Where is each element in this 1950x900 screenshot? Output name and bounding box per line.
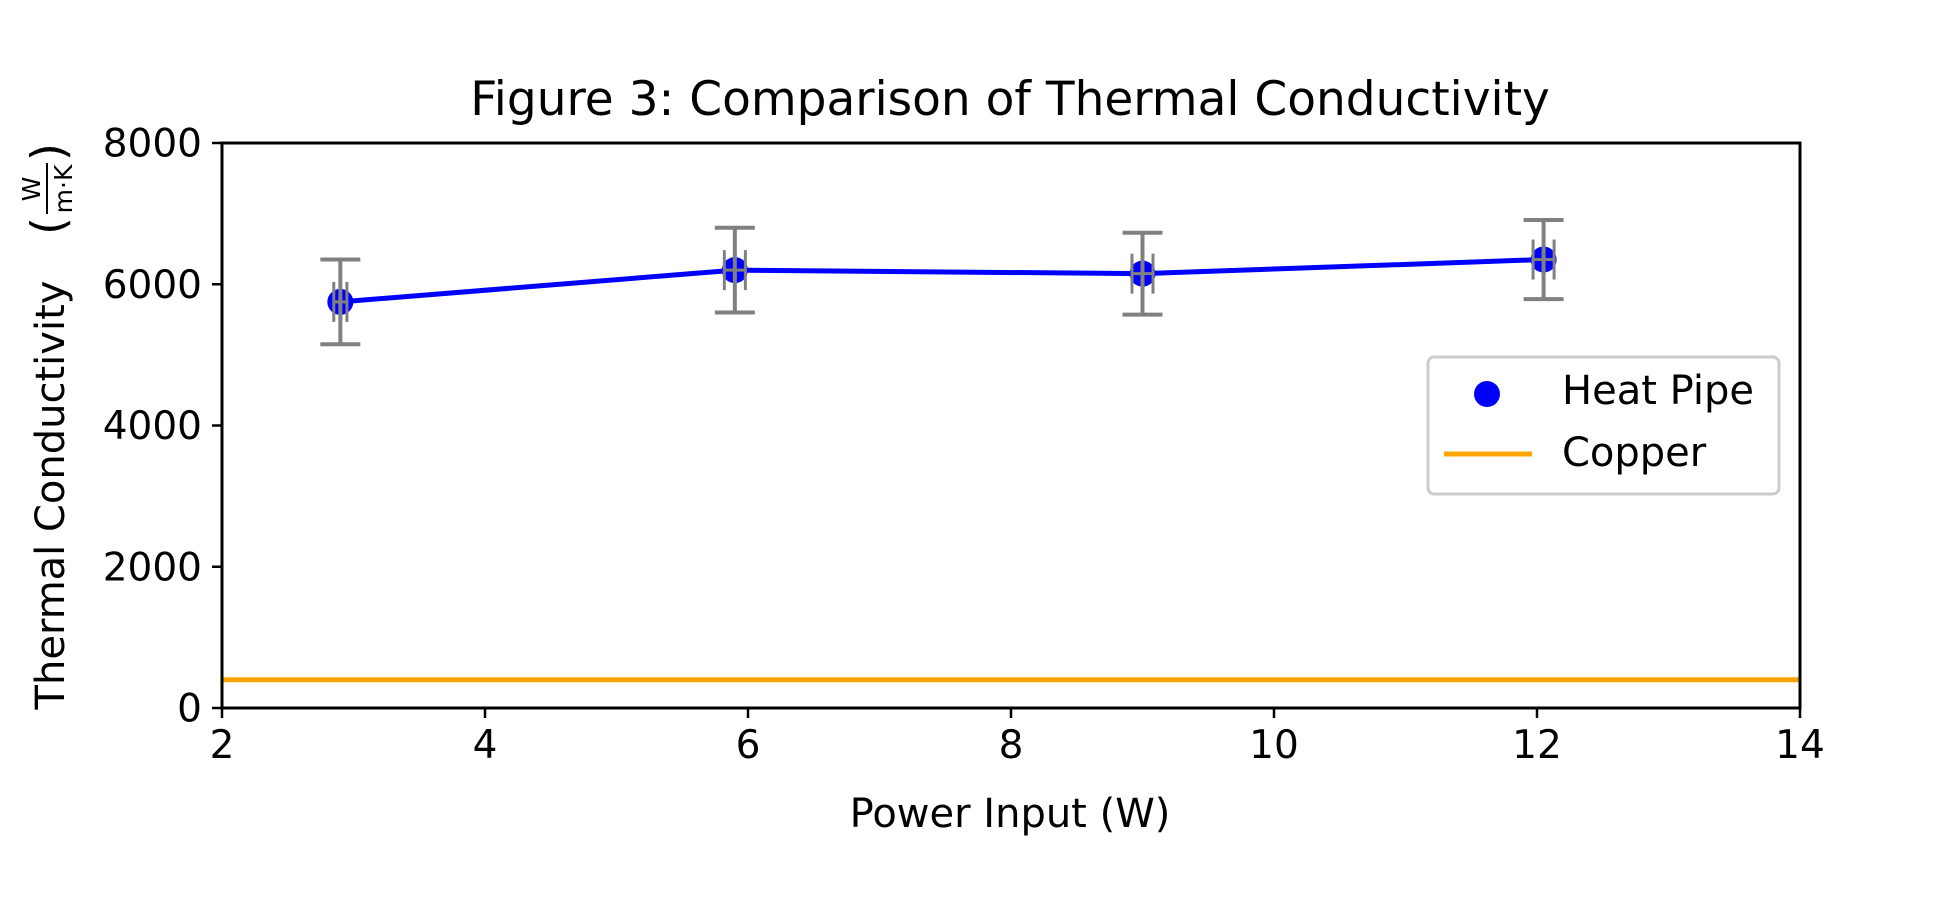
legend-copper-label: Copper — [1562, 430, 1707, 476]
legend-heat-pipe-marker — [1474, 381, 1500, 407]
y-axis: 0 2000 4000 6000 8000 — [103, 122, 222, 732]
y-tick-label: 2000 — [103, 545, 202, 590]
y-tick-label: 6000 — [103, 263, 202, 308]
x-tick-label: 8 — [999, 723, 1024, 768]
x-tick-label: 4 — [473, 723, 498, 768]
y-tick-label: 8000 — [103, 122, 202, 167]
chart-title: Figure 3: Comparison of Thermal Conducti… — [470, 72, 1550, 127]
plot-area — [222, 217, 1800, 683]
legend: Heat Pipe Copper — [1426, 355, 1781, 496]
y-tick-label: 0 — [177, 687, 202, 732]
y-axis-unit-denominator: m·K — [49, 164, 78, 213]
y-tick-label: 4000 — [103, 404, 202, 449]
x-tick-label: 2 — [210, 723, 235, 768]
x-tick-label: 10 — [1249, 723, 1299, 768]
y-axis-unit-open-paren: ( — [22, 217, 76, 235]
x-tick-label: 6 — [736, 723, 761, 768]
y-axis-unit-numerator: W — [17, 177, 46, 202]
x-axis: 2 4 6 8 10 12 14 — [210, 708, 1825, 768]
heat-pipe-line — [340, 257, 1544, 305]
legend-box — [1426, 355, 1781, 496]
y-axis-unit-close-paren: ) — [22, 143, 76, 161]
x-tick-label: 14 — [1775, 723, 1825, 768]
x-tick-label: 12 — [1512, 723, 1562, 768]
x-axis-label: Power Input (W) — [850, 791, 1171, 837]
legend-heat-pipe-label: Heat Pipe — [1562, 368, 1754, 414]
y-axis-label: Thermal Conductivity — [28, 281, 74, 711]
y-axis-label-group: Thermal Conductivity ( W m·K ) — [17, 143, 78, 710]
